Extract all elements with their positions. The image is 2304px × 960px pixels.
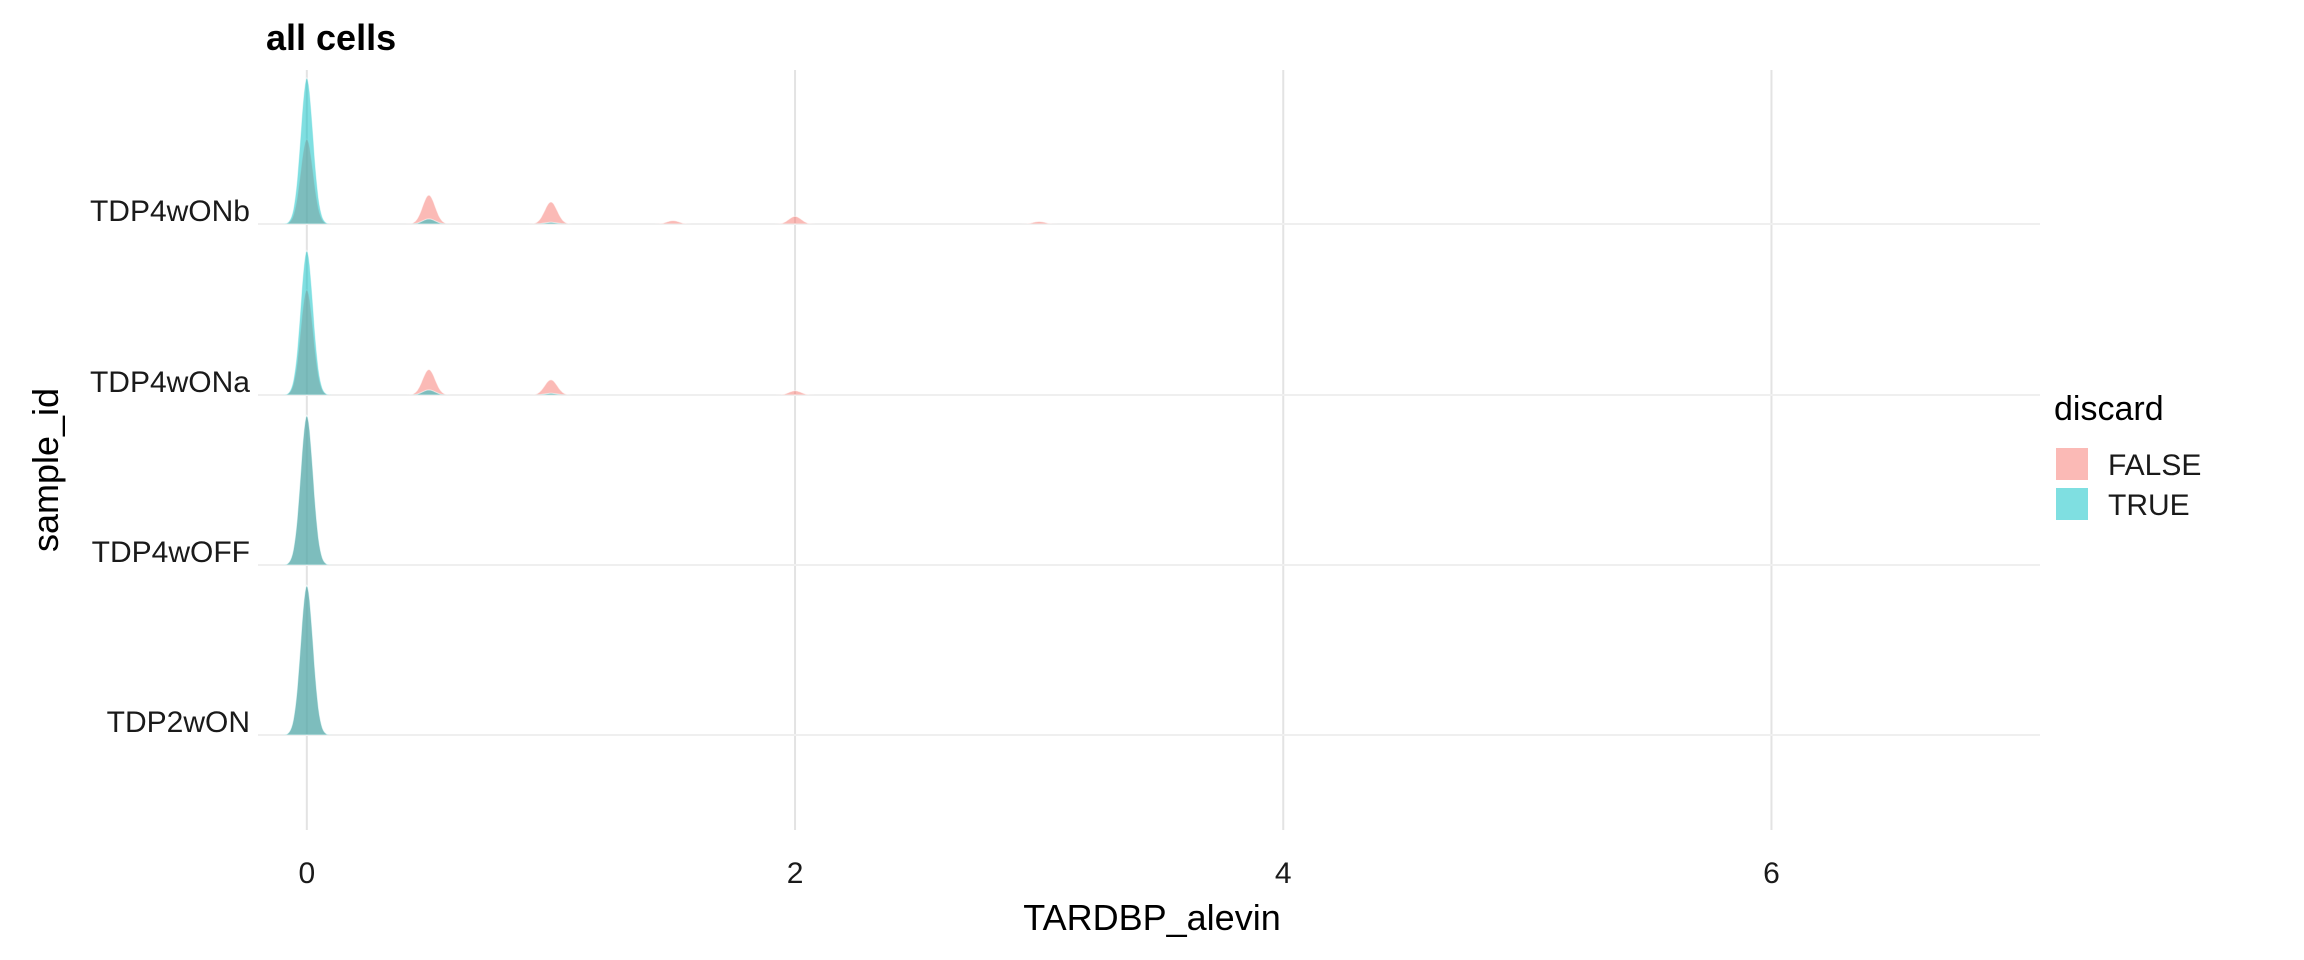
ridge-TDP4wONa-TRUE xyxy=(258,249,2040,396)
grid-layer xyxy=(258,70,2040,830)
ridge-TDP4wOFF-TRUE xyxy=(258,414,2040,566)
x-tick-0: 0 xyxy=(298,857,315,890)
legend-label-FALSE: FALSE xyxy=(2108,449,2201,482)
legend-swatch-TRUE xyxy=(2056,488,2088,520)
x-tick-4: 4 xyxy=(1275,857,1292,890)
ridge-TDP2wON-FALSE xyxy=(258,584,2040,736)
x-tick-labels: 0 2 4 6 xyxy=(298,857,1779,890)
ridge-TDP4wONb-FALSE xyxy=(258,138,2040,225)
legend-label-TRUE: TRUE xyxy=(2108,489,2190,522)
ridge-layer xyxy=(258,76,2040,736)
y-tick-TDP4wONb: TDP4wONb xyxy=(90,195,250,228)
legend-swatch-FALSE xyxy=(2056,448,2088,480)
y-tick-TDP2wON: TDP2wON xyxy=(107,706,250,739)
y-tick-TDP4wOFF: TDP4wOFF xyxy=(92,536,250,569)
ridge-group-TDP4wOFF xyxy=(258,414,2040,566)
legend-title: discard xyxy=(2054,390,2164,428)
y-tick-TDP4wONa: TDP4wONa xyxy=(90,366,250,399)
ridge-TDP2wON-TRUE xyxy=(258,584,2040,736)
ridge-TDP4wONb-TRUE xyxy=(258,76,2040,225)
ridge-group-TDP2wON xyxy=(258,584,2040,736)
y-axis-label: sample_id xyxy=(25,388,66,552)
x-tick-6: 6 xyxy=(1763,857,1780,890)
legend-items: FALSE TRUE xyxy=(2056,448,2201,522)
y-tick-labels: TDP2wON TDP4wOFF TDP4wONa TDP4wONb xyxy=(90,195,250,739)
ridge-group-TDP4wONa xyxy=(258,249,2040,396)
ridge-group-TDP4wONb xyxy=(258,76,2040,225)
x-tick-2: 2 xyxy=(787,857,804,890)
ridge-TDP4wOFF-FALSE xyxy=(258,414,2040,566)
chart-title: all cells xyxy=(266,17,396,58)
legend: discard FALSE TRUE xyxy=(2054,390,2201,522)
x-axis-label: TARDBP_alevin xyxy=(1023,897,1280,938)
ridge-TDP4wONa-FALSE xyxy=(258,288,2040,396)
